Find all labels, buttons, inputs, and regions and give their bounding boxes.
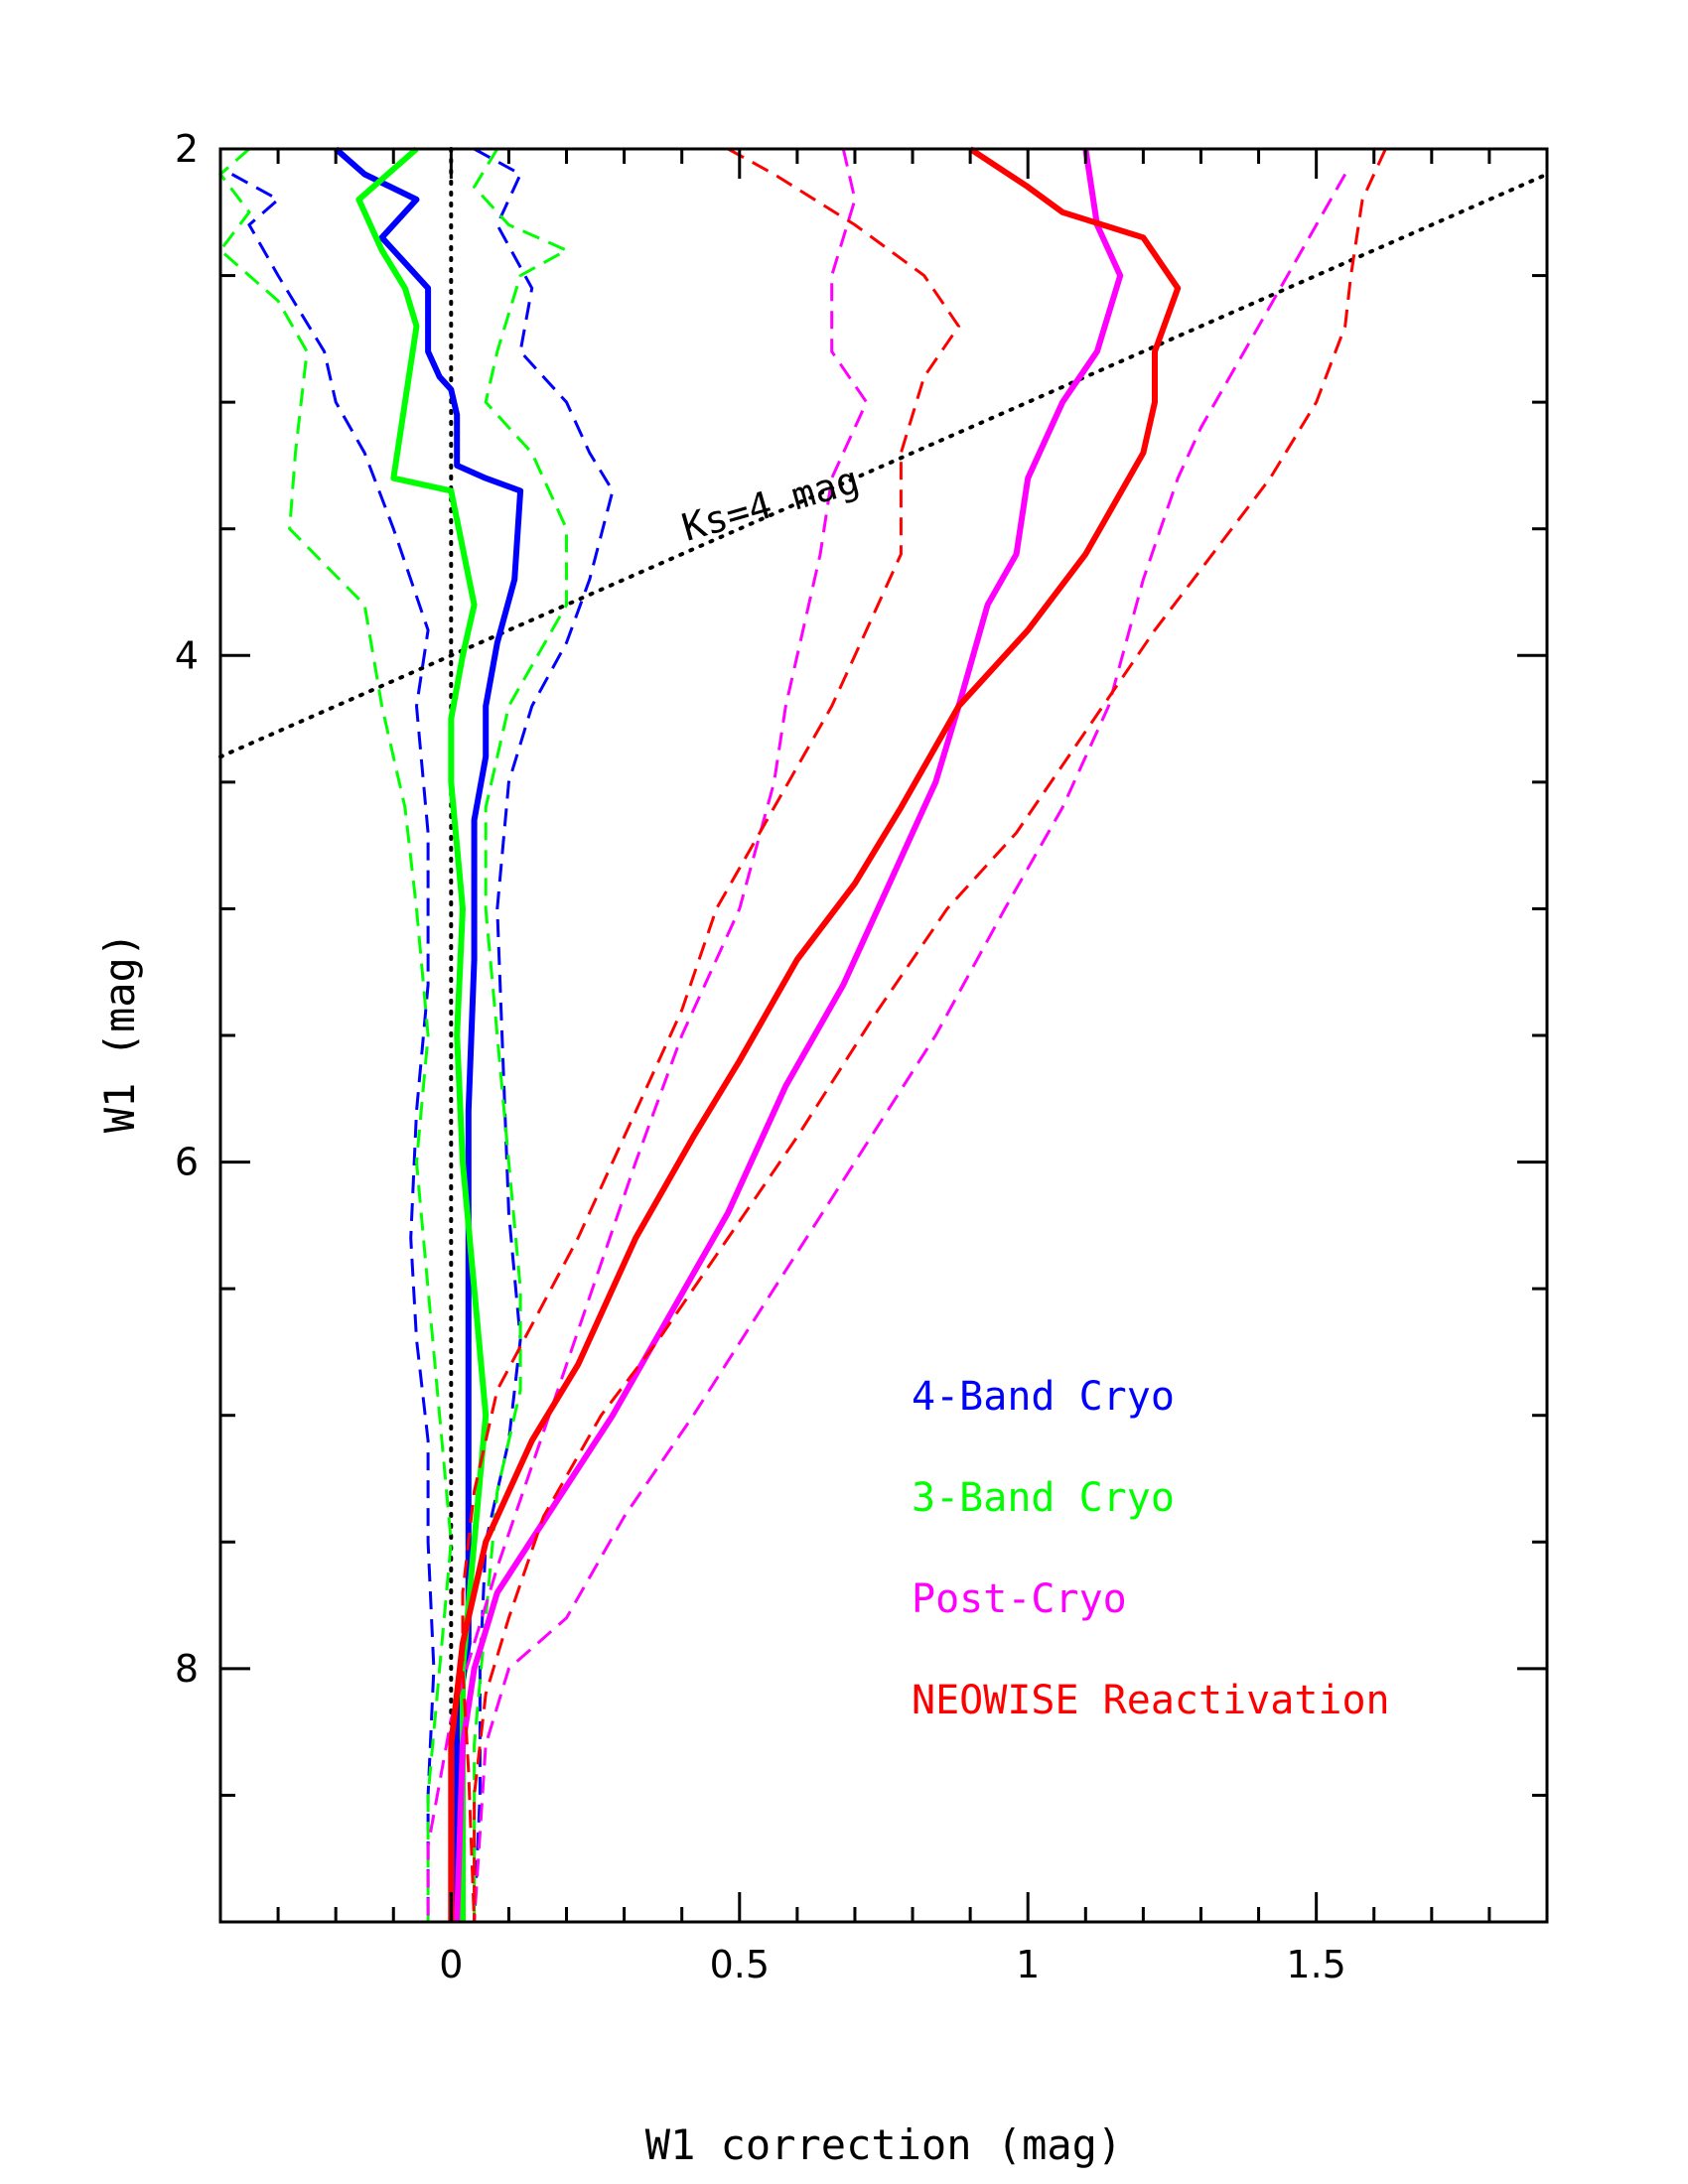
legend-item-4-band-cryo: 4-Band Cryo	[912, 1374, 1175, 1420]
legend-item-neowise-reactivation: NEOWISE Reactivation	[912, 1678, 1390, 1723]
x-tick-label: 1	[1016, 1943, 1040, 1986]
y-tick-label: 6	[175, 1141, 199, 1184]
axis-ticks	[218, 149, 1549, 1922]
neowise-reactivation-upper-line	[473, 148, 1387, 1922]
x-axis-title: W1 correction (mag)	[645, 2120, 1122, 2169]
3-band-cryo-median-line	[355, 146, 490, 1922]
3-band-cryo-upper-line	[472, 148, 570, 1922]
3-band-cryo-lower-line	[217, 147, 453, 1922]
x-tick-label: 0.5	[710, 1943, 770, 1986]
ks-4-mag-line	[218, 172, 1549, 759]
plot-lines	[217, 146, 1549, 1924]
post-cryo-lower-line	[426, 148, 869, 1922]
post-cryo-upper-line	[473, 173, 1347, 1923]
x-tick-label: 0	[439, 1943, 463, 1986]
x-tick-label: 1.5	[1286, 1943, 1345, 1986]
legend-item-post-cryo: Post-Cryo	[912, 1576, 1127, 1622]
y-tick-label: 4	[175, 633, 199, 677]
4-band-cryo-upper-line	[473, 147, 615, 1923]
y-tick-label: 8	[175, 1647, 199, 1691]
4-band-cryo-median-line	[334, 146, 524, 1922]
4-band-cryo-lower-line	[230, 173, 436, 1922]
neowise-reactivation-lower-line	[461, 147, 961, 1923]
legend: 4-Band Cryo 3-Band Cryo Post-Cryo NEOWISE R…	[912, 1374, 1390, 1723]
ks-4-mag-annotation: Ks=4 mag	[677, 458, 864, 550]
legend-item-3-band-cryo: 3-Band Cryo	[912, 1475, 1175, 1521]
y-tick-label-top: 2	[175, 127, 199, 171]
neowise-reactivation-median-line	[448, 146, 1182, 1922]
y-axis-title: W1 (mag)	[95, 932, 144, 1133]
post-cryo-median-line	[454, 148, 1124, 1923]
plot-frame	[218, 147, 1549, 1924]
axis-tick-labels: 0 0.5 1 1.5 4 6 8 2	[175, 127, 1346, 1986]
